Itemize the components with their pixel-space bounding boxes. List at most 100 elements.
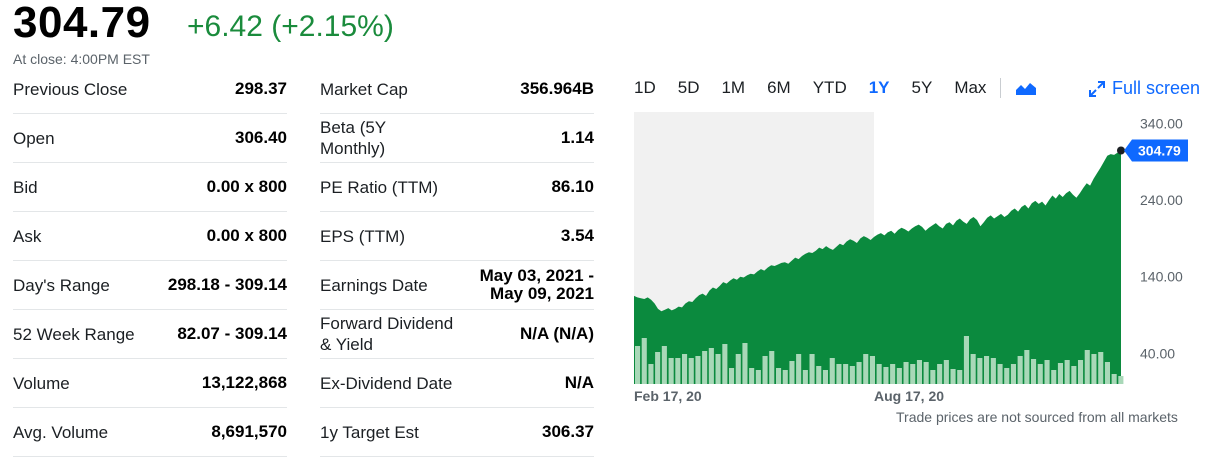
volume-bar bbox=[675, 358, 681, 384]
volume-bar bbox=[782, 370, 788, 384]
last-price: 304.79 bbox=[13, 0, 151, 47]
volume-bar bbox=[1031, 359, 1037, 384]
volume-bar bbox=[883, 367, 889, 384]
volume-bar bbox=[708, 348, 714, 384]
volume-bar bbox=[1051, 370, 1057, 384]
stat-row: Beta (5Y Monthly) 1.14 bbox=[320, 114, 594, 163]
volume-bar bbox=[937, 364, 943, 384]
stat-label: Previous Close bbox=[13, 79, 128, 99]
volume-bar bbox=[1017, 356, 1023, 384]
volume-bar bbox=[789, 361, 795, 384]
fullscreen-link[interactable]: Full screen bbox=[1088, 78, 1200, 99]
volume-bar bbox=[822, 370, 828, 384]
volume-bar bbox=[990, 358, 996, 384]
stat-label: Market Cap bbox=[320, 79, 408, 99]
stat-label: Beta (5Y Monthly) bbox=[320, 118, 386, 158]
volume-bar bbox=[682, 354, 688, 384]
volume-bar bbox=[762, 356, 768, 384]
volume-bar bbox=[668, 358, 674, 384]
range-5y[interactable]: 5Y bbox=[911, 78, 933, 97]
volume-bar bbox=[916, 360, 922, 384]
stat-row: Open 306.40 bbox=[13, 114, 287, 163]
range-selector: 1D 5D 1M 6M YTD 1Y 5Y Max bbox=[634, 78, 1037, 98]
volume-bar bbox=[984, 356, 990, 384]
stat-row: Earnings Date May 03, 2021 - May 09, 2021 bbox=[320, 261, 594, 310]
volume-bar bbox=[849, 366, 855, 384]
last-price-dot bbox=[1117, 146, 1125, 155]
stat-label: Volume bbox=[13, 373, 70, 393]
stat-row: Ex-Dividend Date N/A bbox=[320, 359, 594, 408]
stat-row: Bid 0.00 x 800 bbox=[13, 163, 287, 212]
last-price-badge bbox=[1124, 139, 1188, 162]
volume-bar bbox=[742, 343, 748, 384]
stat-value: 356.964B bbox=[520, 79, 594, 98]
volume-bar bbox=[890, 364, 896, 384]
volume-bar bbox=[776, 368, 782, 384]
volume-bar bbox=[715, 354, 721, 384]
stat-value: 1.14 bbox=[560, 128, 594, 147]
stat-value: 82.07 - 309.14 bbox=[177, 324, 287, 343]
volume-bar bbox=[997, 364, 1003, 384]
range-1m[interactable]: 1M bbox=[721, 78, 746, 97]
last-price-label: 304.79 bbox=[1138, 143, 1181, 159]
volume-bar bbox=[923, 362, 929, 384]
volume-bar bbox=[957, 370, 963, 384]
expand-icon bbox=[1089, 80, 1105, 97]
volume-bar bbox=[977, 358, 983, 384]
market-close-note: At close: 4:00PM EST bbox=[13, 51, 150, 67]
stat-row: Ask 0.00 x 800 bbox=[13, 212, 287, 261]
fullscreen-label: Full screen bbox=[1112, 78, 1201, 98]
range-6m[interactable]: 6M bbox=[767, 78, 791, 97]
volume-bar bbox=[1057, 363, 1063, 384]
stat-value: N/A (N/A) bbox=[520, 324, 594, 343]
stat-value: 0.00 x 800 bbox=[206, 177, 287, 196]
y-tick-label: 40.00 bbox=[1140, 345, 1175, 361]
range-ytd[interactable]: YTD bbox=[812, 78, 847, 97]
stat-value: N/A bbox=[564, 373, 594, 392]
trade-prices-footnote: Trade prices are not sourced from all ma… bbox=[896, 409, 1178, 425]
stat-label: Ex-Dividend Date bbox=[320, 373, 453, 393]
volume-bar bbox=[843, 364, 849, 384]
range-5d[interactable]: 5D bbox=[677, 78, 700, 97]
range-1y[interactable]: 1Y bbox=[868, 78, 890, 97]
y-tick-label: 340.00 bbox=[1140, 116, 1183, 132]
volume-bar bbox=[769, 351, 775, 384]
volume-bar bbox=[943, 360, 949, 384]
volume-bar bbox=[635, 346, 641, 384]
volume-bar bbox=[695, 356, 701, 384]
stat-row: 52 Week Range 82.07 - 309.14 bbox=[13, 310, 287, 359]
volume-bar bbox=[641, 338, 647, 384]
x-tick-label: Aug 17, 20 bbox=[874, 388, 944, 404]
volume-bar bbox=[863, 354, 869, 384]
stat-row: 1y Target Est 306.37 bbox=[320, 408, 594, 457]
stat-value: 86.10 bbox=[551, 177, 594, 196]
volume-bar bbox=[1024, 350, 1030, 384]
volume-bar bbox=[729, 368, 735, 384]
stat-value: 298.37 bbox=[235, 79, 287, 98]
volume-bar bbox=[1078, 360, 1084, 384]
volume-bar bbox=[735, 354, 741, 384]
volume-bar bbox=[648, 364, 654, 384]
volume-bar bbox=[702, 351, 708, 384]
range-max[interactable]: Max bbox=[954, 78, 987, 97]
stat-row: EPS (TTM) 3.54 bbox=[320, 212, 594, 261]
volume-bar bbox=[876, 364, 882, 384]
stat-value: 306.37 bbox=[542, 422, 594, 441]
volume-bar bbox=[1098, 352, 1104, 384]
price-chart[interactable]: 340.00 240.00 140.00 40.00 Feb 17, 20 Aug 17,… bbox=[634, 108, 1206, 408]
volume-bar bbox=[829, 358, 835, 384]
x-tick-label: Feb 17, 20 bbox=[634, 388, 702, 404]
volume-bar bbox=[1104, 362, 1110, 384]
area-chart-icon[interactable] bbox=[1015, 80, 1037, 96]
stat-value: 306.40 bbox=[235, 128, 287, 147]
volume-bar bbox=[836, 364, 842, 384]
stat-value: 8,691,570 bbox=[211, 422, 287, 441]
volume-bar bbox=[1071, 366, 1077, 384]
stat-row: Previous Close 298.37 bbox=[13, 65, 287, 114]
range-1d[interactable]: 1D bbox=[634, 78, 656, 97]
price-area bbox=[634, 150, 1121, 384]
stat-row: Forward Dividend & Yield N/A (N/A) bbox=[320, 310, 594, 359]
stat-label: EPS (TTM) bbox=[320, 226, 405, 246]
volume-bar bbox=[1010, 364, 1016, 384]
stat-row: Market Cap 356.964B bbox=[320, 65, 594, 114]
